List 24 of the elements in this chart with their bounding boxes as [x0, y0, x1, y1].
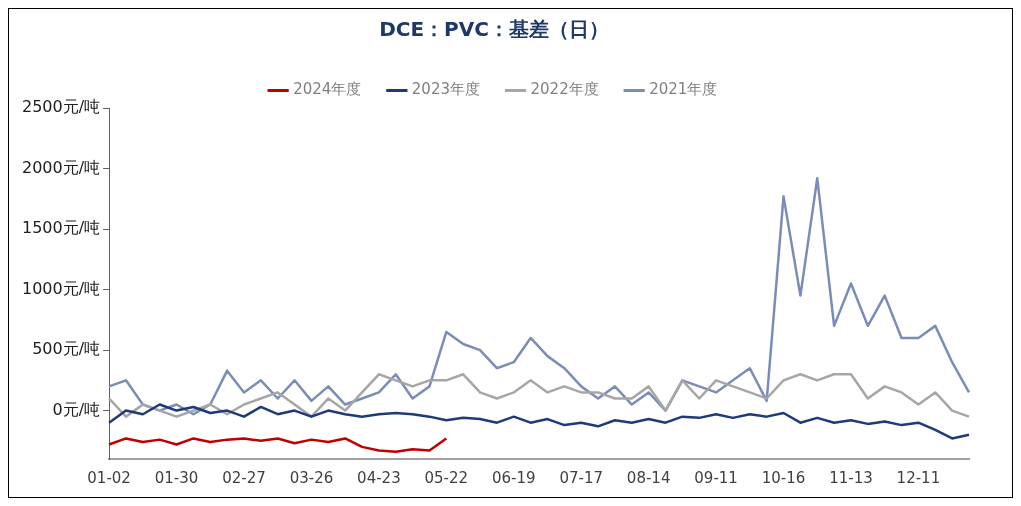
legend-label: 2022年度 [530, 80, 599, 99]
x-tick-label: 08-14 [626, 468, 671, 487]
x-tick-label: 06-19 [491, 468, 536, 487]
x-tick-label: 11-13 [829, 468, 873, 487]
legend-label: 2023年度 [411, 80, 481, 99]
x-tick-label: 07-17 [559, 468, 603, 487]
x-tick-label: 09-11 [694, 468, 738, 487]
chart-title: DCE：PVC：基差（日） [379, 17, 609, 42]
y-tick-label: 0元/吨 [52, 399, 101, 419]
y-tick-label: 2500元/吨 [22, 97, 101, 117]
x-tick-label: 10-16 [761, 468, 806, 487]
x-tick-label: 03-26 [289, 468, 334, 487]
x-tick-label: 05-22 [424, 468, 469, 487]
legend-label: 2021年度 [649, 80, 718, 99]
y-tick-label: 2000元/吨 [22, 157, 101, 177]
y-tick-label: 1000元/吨 [22, 278, 101, 298]
legend-label: 2024年度 [293, 80, 362, 99]
y-tick-label: 500元/吨 [32, 339, 101, 359]
x-tick-label: 02-27 [222, 468, 266, 487]
y-tick-label: 1500元/吨 [22, 218, 101, 238]
x-tick-label: 01-02 [87, 468, 131, 487]
x-tick-label: 01-30 [154, 468, 199, 487]
x-tick-label: 12-11 [896, 468, 941, 487]
x-tick-label: 04-23 [357, 468, 401, 487]
